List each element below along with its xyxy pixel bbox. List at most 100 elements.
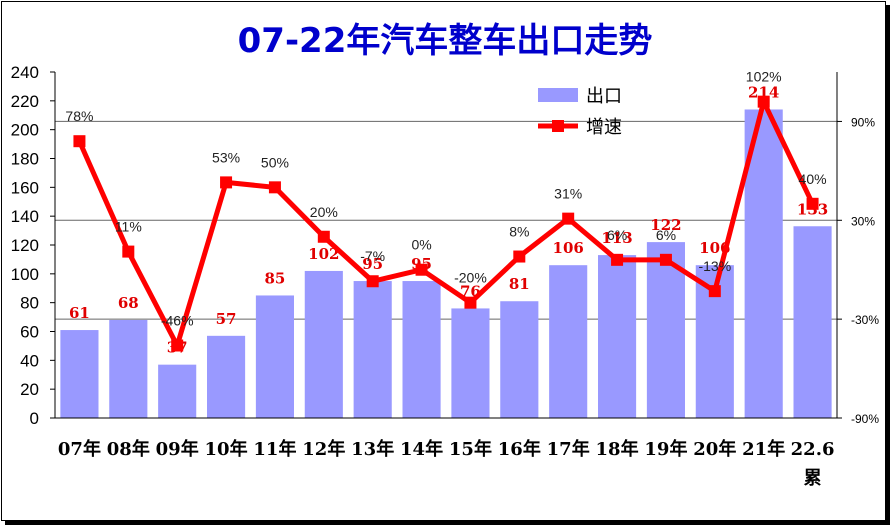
category-label: 15年 bbox=[449, 438, 492, 460]
bar bbox=[598, 255, 637, 418]
axes: 0 20 40 60 80 100 120 140 160 180 200 220 240 90% 30% -… bbox=[11, 63, 880, 428]
line-value-label: 78% bbox=[65, 108, 93, 124]
bar-value-label: 122 bbox=[650, 216, 681, 234]
y-left-tick-label: 180 bbox=[11, 150, 39, 169]
category-label: 16年 bbox=[498, 438, 541, 460]
line-value-label: -7% bbox=[360, 248, 385, 264]
y-left-tick-label: 240 bbox=[11, 63, 39, 82]
y-left-tick-label: 140 bbox=[11, 207, 39, 226]
category-label: 08年 bbox=[107, 438, 150, 460]
line-value-label: 6% bbox=[656, 227, 676, 243]
bar-value-label: 57 bbox=[216, 310, 237, 328]
line-point bbox=[171, 339, 184, 352]
bar-value-label: 81 bbox=[509, 275, 530, 293]
category-label: 14年 bbox=[400, 438, 443, 460]
y-right-tick-label: -90% bbox=[851, 412, 879, 426]
line-point bbox=[220, 176, 233, 189]
bar bbox=[500, 301, 539, 418]
y-left-tick-label: 200 bbox=[11, 121, 39, 140]
category-label: 09年 bbox=[156, 438, 199, 460]
bar-value-label: 102 bbox=[308, 245, 339, 263]
line-point bbox=[122, 245, 135, 258]
bar bbox=[207, 335, 246, 418]
category-label: 22.6 bbox=[791, 439, 835, 460]
bar bbox=[646, 242, 685, 418]
line-point bbox=[513, 250, 526, 263]
bar-value-label: 61 bbox=[69, 304, 90, 322]
chart-title: 07-22年汽车整车出口走势 bbox=[238, 21, 653, 61]
line-point bbox=[73, 135, 86, 148]
line-value-label: 40% bbox=[799, 171, 827, 187]
category-label: 13年 bbox=[351, 438, 394, 460]
line-value-labels: 78% 11% -46% 53% 50% 20% -7% 0% -20% 8% 31% 6% 6% -13… bbox=[65, 69, 826, 329]
y-right-tick-label: 30% bbox=[851, 214, 875, 228]
category-label: 12年 bbox=[302, 438, 345, 460]
y-left-tick-label: 100 bbox=[11, 265, 39, 284]
bar bbox=[304, 270, 343, 418]
line-value-label: 31% bbox=[554, 186, 582, 202]
bar-value-label: 106 bbox=[553, 239, 584, 257]
line-value-label: 11% bbox=[115, 219, 142, 235]
y-left-tick-label: 220 bbox=[11, 92, 39, 111]
y-left-tick-label: 80 bbox=[20, 294, 39, 313]
bar-value-label: 85 bbox=[265, 269, 286, 287]
legend-label-bar: 出口 bbox=[586, 86, 622, 107]
line-value-label: -13% bbox=[698, 258, 731, 274]
legend-swatch-marker bbox=[552, 120, 564, 132]
line-value-label: 102% bbox=[746, 69, 782, 85]
y-left-tick-label: 40 bbox=[20, 351, 39, 370]
category-label: 19年 bbox=[644, 438, 687, 460]
line-point bbox=[366, 275, 379, 288]
legend-label-line: 增速 bbox=[586, 117, 622, 138]
bar bbox=[255, 295, 294, 418]
line-point bbox=[562, 212, 575, 225]
line-point bbox=[757, 95, 770, 108]
growth-line bbox=[77, 99, 815, 349]
bar bbox=[793, 226, 832, 418]
legend-swatch-bar bbox=[538, 88, 578, 102]
bar bbox=[109, 319, 148, 418]
y-left-tick-label: 120 bbox=[11, 236, 39, 255]
y-left-tick-label: 160 bbox=[11, 178, 39, 197]
category-label: 18年 bbox=[596, 438, 639, 460]
y-right-tick-label: 90% bbox=[851, 115, 875, 129]
category-label: 10年 bbox=[205, 438, 248, 460]
bar-value-label: 68 bbox=[118, 294, 139, 312]
line-point bbox=[806, 197, 819, 210]
category-label-line2: 累 bbox=[804, 468, 822, 489]
line-point bbox=[317, 230, 330, 243]
category-label: 07年 bbox=[58, 438, 101, 460]
y-left-tick-label: 0 bbox=[30, 409, 39, 428]
category-label: 17年 bbox=[547, 438, 590, 460]
category-label: 11年 bbox=[253, 438, 296, 460]
line-value-label: 20% bbox=[310, 204, 338, 220]
line-point bbox=[268, 181, 281, 194]
category-label: 21年 bbox=[742, 438, 785, 460]
line-value-label: -20% bbox=[454, 270, 487, 286]
line-point bbox=[708, 285, 721, 298]
line-value-label: 53% bbox=[212, 149, 240, 165]
line-point bbox=[611, 253, 624, 266]
category-label: 20年 bbox=[693, 438, 736, 460]
line-value-label: 8% bbox=[509, 224, 529, 240]
y-left-tick-label: 60 bbox=[20, 323, 39, 342]
line-value-label: 6% bbox=[607, 227, 627, 243]
y-right-tick-label: -30% bbox=[851, 313, 879, 327]
bar-value-label: 214 bbox=[748, 83, 779, 101]
line-point bbox=[464, 296, 477, 309]
y-left-tick-label: 20 bbox=[20, 380, 39, 399]
category-labels: 07年 08年 09年 10年 11年 12年 13年 14年 15年 16年 17年 18年 19年 2… bbox=[58, 438, 835, 489]
line-value-label: 50% bbox=[261, 154, 289, 170]
line-point bbox=[659, 253, 672, 266]
bar bbox=[549, 265, 588, 418]
bar bbox=[158, 364, 197, 418]
line-series bbox=[73, 95, 819, 352]
line-value-label: 0% bbox=[411, 237, 431, 253]
bar bbox=[60, 330, 99, 418]
bar-value-label: 113 bbox=[601, 229, 632, 247]
bar-value-label: 95 bbox=[362, 255, 383, 273]
bar bbox=[353, 281, 392, 418]
